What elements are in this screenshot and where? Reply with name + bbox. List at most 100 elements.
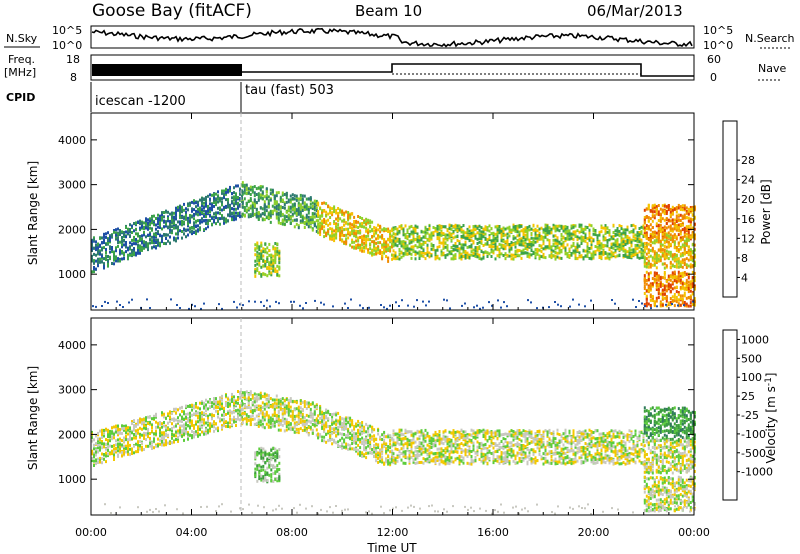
echo-cell — [693, 237, 696, 241]
echo-cell — [105, 451, 107, 455]
echo-cell — [237, 196, 239, 200]
echo-cell — [319, 230, 322, 234]
echo-cell — [636, 254, 639, 257]
echo-cell — [123, 243, 125, 247]
echo-cell — [534, 228, 537, 232]
echo-cell — [462, 246, 465, 250]
echo-cell — [546, 238, 549, 242]
echo-cell — [249, 213, 252, 217]
echo-cell — [259, 186, 262, 190]
echo-cell — [93, 261, 95, 265]
echo-cell — [450, 252, 453, 256]
echo-cell — [173, 236, 175, 240]
echo-cell — [620, 238, 623, 242]
echo-cell — [683, 291, 686, 295]
echo-cell — [195, 224, 197, 228]
echo-cell — [671, 257, 674, 261]
echo-cell — [293, 218, 296, 222]
echo-cell — [691, 213, 694, 217]
echo-cell — [173, 221, 175, 225]
echo-cell — [498, 242, 501, 246]
echo-cell — [649, 284, 652, 288]
echo-cell — [522, 228, 525, 232]
echo-cell — [576, 243, 579, 247]
echo-cell — [181, 216, 183, 219]
echo-cell — [311, 201, 314, 205]
echo-cell — [556, 251, 559, 255]
echo-cell — [337, 229, 340, 233]
echo-cell — [269, 214, 272, 218]
echo-cell — [496, 239, 499, 243]
echo-cell — [247, 187, 250, 191]
echo-cell — [349, 226, 352, 229]
echo-cell — [675, 265, 678, 269]
echo-cell — [325, 214, 328, 218]
echo-cell — [341, 233, 344, 237]
echo-cell — [452, 229, 455, 233]
echo-cell — [133, 235, 135, 239]
echo-cell — [693, 300, 696, 304]
echo-cell — [347, 216, 350, 220]
echo-cell — [468, 245, 471, 249]
echo-cell — [269, 188, 272, 192]
power-y-label: Slant Range [km] — [26, 161, 40, 265]
echo-cell — [528, 243, 531, 247]
echo-cell — [147, 435, 149, 438]
echo-cell — [109, 429, 111, 433]
echo-cell — [691, 279, 694, 283]
echo-cell — [91, 247, 93, 251]
echo-cell — [287, 205, 290, 209]
echo-cell — [681, 228, 684, 232]
echo-cell — [669, 227, 672, 231]
echo-cell — [653, 300, 656, 304]
echo-cell — [362, 307, 364, 310]
echo-cell — [385, 249, 388, 253]
echo-cell — [355, 244, 358, 248]
echo-cell — [456, 247, 459, 251]
echo-cell — [530, 301, 532, 304]
echo-cell — [418, 242, 421, 246]
echo-cell — [404, 249, 407, 253]
echo-cell — [679, 213, 682, 217]
echo-cell — [651, 295, 654, 298]
echo-cell — [564, 249, 567, 253]
echo-cell — [410, 256, 413, 260]
echo-cell — [129, 229, 131, 233]
echo-cell — [554, 234, 557, 238]
echo-cell — [608, 238, 611, 242]
echo-cell — [430, 236, 433, 240]
echo-cell — [554, 301, 556, 303]
echo-cell — [647, 203, 650, 207]
echo-cell — [329, 234, 332, 238]
echo-cell — [139, 426, 141, 430]
echo-cell — [446, 248, 449, 252]
echo-cell — [661, 228, 664, 232]
echo-cell — [635, 306, 637, 308]
echo-cell — [187, 222, 189, 226]
echo-cell — [667, 218, 670, 222]
echo-cell — [470, 232, 473, 235]
echo-cell — [197, 228, 199, 232]
echo-cell — [693, 261, 696, 265]
echo-cell — [420, 238, 423, 242]
echo-cell — [353, 215, 356, 219]
echo-cell — [608, 233, 611, 237]
echo-cell — [568, 254, 571, 258]
freq-tick-left-top: 18 — [66, 53, 80, 66]
echo-cell — [177, 236, 179, 240]
echo-cell — [536, 229, 539, 233]
echo-cell — [542, 242, 545, 246]
echo-cell — [171, 214, 173, 218]
echo-cell — [414, 224, 417, 228]
echo-cell — [239, 303, 241, 306]
echo-cell — [661, 243, 664, 247]
echo-cell — [572, 230, 575, 234]
echo-cell — [351, 245, 354, 249]
echo-cell — [147, 222, 149, 226]
echo-cell — [663, 209, 666, 213]
echo-cell — [215, 192, 217, 196]
echo-cell — [135, 429, 137, 433]
echo-cell — [97, 450, 99, 454]
echo-cell — [667, 240, 670, 244]
echo-cell — [137, 246, 139, 250]
